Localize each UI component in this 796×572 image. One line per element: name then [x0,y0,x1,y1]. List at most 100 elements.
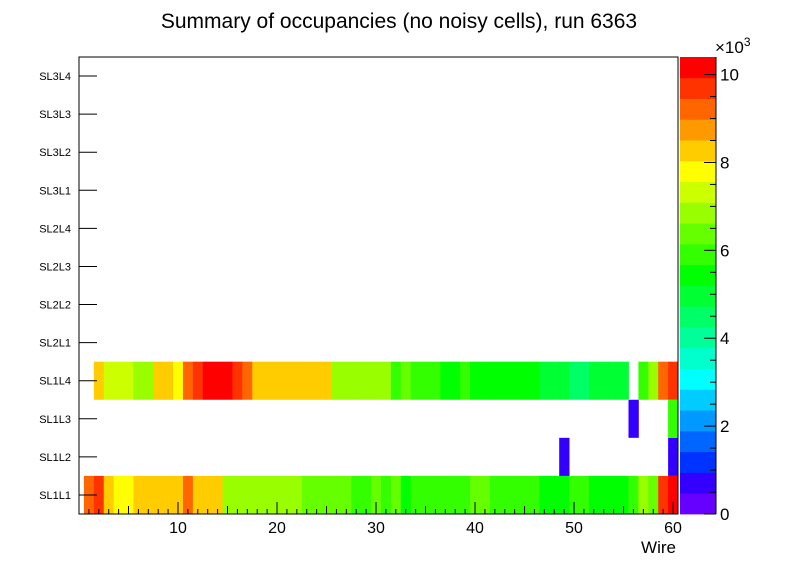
cell-sl1l4-wire-14 [212,361,223,400]
cell-sl1l1-wire-43 [499,475,511,514]
cell-sl1l1-wire-26 [331,475,342,514]
y-tick-label-sl2l2: SL2L2 [39,300,71,312]
cell-sl1l1-wire-31 [380,475,392,514]
cell-sl1l1-wire-49 [559,475,570,514]
x-tick-label-40: 40 [466,520,484,537]
palette-band-0 [680,493,716,515]
palette-band-17 [680,140,716,162]
cell-sl1l1-wire-47 [539,475,550,514]
cell-sl1l4-wire-4 [113,361,124,400]
cell-sl1l1-wire-5 [123,475,134,514]
cell-sl1l1-wire-59 [658,475,669,514]
cell-sl1l4-wire-60 [668,361,679,400]
cell-sl1l1-wire-30 [371,475,382,514]
y-tick-label-sl3l2: SL3L2 [39,147,71,159]
cell-sl1l1-wire-29 [361,475,372,514]
cell-sl1l1-wire-39 [460,475,471,514]
cell-sl1l4-wire-10 [173,361,184,400]
cell-sl1l4-wire-27 [341,361,352,400]
cell-sl1l4-wire-50 [569,361,580,400]
x-axis-label: Wire [641,538,676,557]
cell-sl1l1-wire-13 [202,475,214,514]
cell-sl1l4-wire-9 [163,361,174,400]
cell-sl1l4-wire-18 [252,361,263,400]
cell-sl1l4-wire-57 [638,361,649,400]
palette-band-3 [680,430,716,453]
cell-sl1l1-wire-45 [519,475,530,514]
cell-sl1l4-wire-33 [400,361,412,400]
palette-band-1 [680,472,716,494]
palette-band-7 [680,347,716,369]
y-tick-label-sl3l3: SL3L3 [39,109,71,121]
cell-sl1l1-wire-10 [173,475,184,514]
cell-sl1l4-wire-38 [450,361,461,400]
cell-sl1l1-wire-50 [569,475,580,514]
cell-sl1l4-wire-59 [658,361,669,400]
palette-band-13 [680,223,716,245]
cell-sl1l4-wire-19 [262,361,273,400]
z-tick-label-10: 10 [720,66,739,85]
cell-sl1l4-wire-30 [371,361,382,400]
palette-band-5 [680,389,716,411]
cell-sl1l1-wire-12 [192,475,204,514]
palette-band-2 [680,451,716,473]
cell-sl1l1-wire-33 [400,475,412,514]
cell-sl1l1-wire-3 [103,475,115,514]
cell-sl1l1-wire-8 [153,475,164,514]
cell-sl1l1-wire-11 [182,475,194,514]
cell-sl1l1-wire-35 [420,475,431,514]
cell-sl1l4-wire-45 [519,361,530,400]
palette-band-16 [680,160,716,183]
z-multiplier-base: ×10 [715,38,744,57]
cell-sl1l4-wire-5 [123,361,134,400]
palette-band-4 [680,410,716,432]
cell-sl1l1-wire-56 [628,475,639,514]
cell-sl1l4-wire-36 [430,361,441,400]
palette-band-12 [680,243,716,266]
cell-sl1l4-wire-31 [380,361,392,400]
cell-sl1l4-wire-43 [499,361,511,400]
cell-sl1l4-wire-20 [272,361,283,400]
palette-band-18 [680,119,716,141]
plot-frame [78,56,679,515]
z-tick-label-6: 6 [720,241,729,260]
z-tick-label-8: 8 [720,153,729,172]
cell-sl1l1-wire-17 [242,475,253,514]
cell-sl1l4-wire-37 [440,361,451,400]
cell-sl1l1-wire-21 [281,475,293,514]
cell-sl1l4-wire-54 [608,361,619,400]
cell-sl1l4-wire-32 [390,361,402,400]
palette-band-6 [680,368,716,390]
cell-sl1l1-wire-6 [133,475,144,514]
palette-band-15 [680,181,716,203]
x-tick-label-20: 20 [268,520,286,537]
cell-sl1l1-wire-16 [232,475,243,514]
cell-sl1l1-wire-58 [648,475,659,514]
cell-sl1l4-wire-13 [202,361,214,400]
z-axis: 0 2 4 6 8 10 [704,57,739,524]
y-tick-label-sl3l1: SL3L1 [39,185,71,197]
cell-sl1l1-wire-24 [311,475,322,514]
cell-sl1l1-wire-14 [212,475,223,514]
y-tick-label-sl3l4: SL3L4 [39,71,71,83]
cell-sl1l4-wire-53 [598,361,610,400]
palette-band-11 [680,264,716,286]
cell-sl1l4-wire-2 [93,361,105,400]
cell-sl1l4-wire-17 [242,361,253,400]
y-tick-label-sl2l3: SL2L3 [39,261,71,273]
cell-sl1l4-wire-41 [479,361,491,400]
cell-sl1l4-wire-46 [529,361,540,400]
cell-sl1l4-wire-26 [331,361,342,400]
cell-sl1l4-wire-24 [311,361,322,400]
cell-sl1l4-wire-11 [182,361,194,400]
z-multiplier-exponent: 3 [744,35,751,49]
cell-sl1l1-wire-27 [341,475,352,514]
cell-sl1l1-wire-51 [578,475,590,514]
cell-sl1l4-wire-34 [410,361,421,400]
cell-sl1l1-wire-55 [618,475,629,514]
x-tick-label-30: 30 [367,520,385,537]
y-tick-label-sl1l2: SL1L2 [39,452,71,464]
cell-sl1l4-wire-49 [559,361,570,400]
cell-sl1l1-wire-57 [638,475,649,514]
